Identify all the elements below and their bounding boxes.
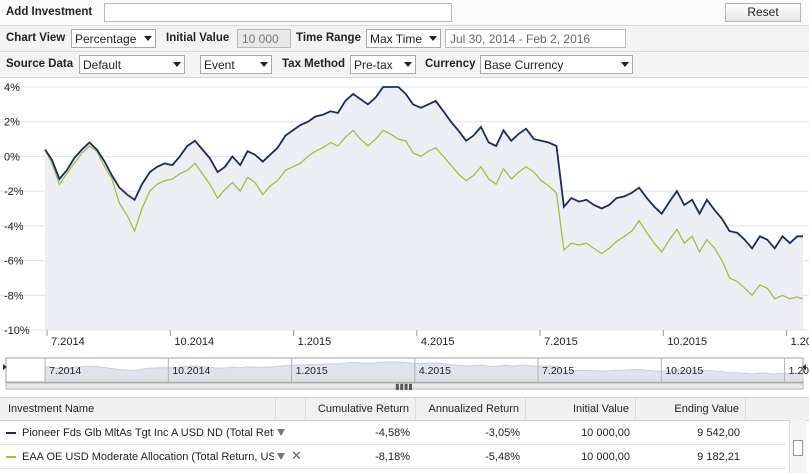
cumulative-return-cell: -8,18%	[375, 451, 410, 463]
navigator-label: 10.2015	[665, 365, 703, 377]
investment-name-cell: Pioneer Fds Glb MltAs Tgt Inc A USD ND (…	[22, 427, 274, 439]
series-line-pioneer	[44, 86, 803, 250]
source-data-select[interactable]: Default	[79, 55, 185, 74]
source-data-value: Default	[83, 58, 122, 72]
chart-view-select[interactable]: Percentage	[71, 29, 156, 48]
x-tick-label: 1.2016	[791, 336, 809, 348]
chart-view-label: Chart View	[6, 32, 66, 44]
chart-view-value: Percentage	[75, 32, 137, 46]
chevron-down-icon	[621, 62, 629, 67]
add-investment-label: Add Investment	[6, 6, 93, 18]
tax-method-label: Tax Method	[282, 58, 346, 70]
annualized-return-cell: -3,05%	[485, 427, 520, 439]
y-tick-label: -4%	[4, 221, 24, 233]
col-annualized-return[interactable]: Annualized Return	[416, 398, 526, 421]
close-icon[interactable]: ✕	[291, 448, 302, 463]
chevron-down-icon	[144, 36, 152, 41]
chevron-down-icon	[429, 36, 437, 41]
chevron-down-icon	[260, 62, 268, 67]
currency-select[interactable]: Base Currency	[480, 55, 633, 74]
initial-value-label: Initial Value	[166, 32, 230, 44]
chart-series-lines	[44, 86, 804, 300]
navigator-labels: 7.2014 10.2014 1.2015 4.2015 7.2015 10.2015 1.…	[44, 358, 809, 382]
chevron-down-icon	[173, 62, 181, 67]
investment-grid: Investment Name Cumulative Return Annual…	[0, 397, 809, 473]
scrollbar-thumb[interactable]	[793, 440, 803, 456]
grid-scrollbar[interactable]	[789, 420, 806, 473]
x-axis-ticks: 7.2014 10.2014 1.2015 4.2015 7.2015 10.2015 1.…	[46, 330, 809, 348]
triangle-down-icon[interactable]	[277, 429, 285, 436]
x-tick-label: 7.2014	[51, 336, 85, 348]
x-tick-label: 1.2015	[298, 336, 332, 348]
add-investment-input[interactable]	[104, 3, 452, 22]
cumulative-return-cell: -4,58%	[375, 427, 410, 439]
reset-button[interactable]: Reset	[725, 3, 801, 22]
navigator-area	[44, 361, 804, 381]
annualized-return-cell: -5,48%	[485, 451, 520, 463]
initial-value-input[interactable]: 10 000	[237, 29, 291, 48]
navigator-label: 1.2015	[296, 365, 328, 377]
navigator-label: 4.2015	[419, 365, 451, 377]
col-cumulative-return[interactable]: Cumulative Return	[306, 398, 416, 421]
data-options-bar: Source Data Default Event Tax Method Pre…	[0, 52, 809, 78]
time-range-value: Max Time	[370, 32, 423, 46]
source-data-label: Source Data	[6, 58, 74, 70]
chart-options-bar: Chart View Percentage Initial Value 10 0…	[0, 26, 809, 52]
investment-name-cell: EAA OE USD Moderate Allocation (Total Re…	[22, 451, 274, 463]
x-tick-label: 10.2014	[174, 336, 214, 348]
col-investment-name[interactable]: Investment Name	[0, 398, 276, 421]
tax-method-value: Pre-tax	[354, 58, 393, 72]
nav-left-handle-icon[interactable]	[3, 364, 7, 370]
event-select[interactable]: Event	[200, 55, 272, 74]
navigator-grip[interactable]: ▮▮▮▮	[395, 382, 413, 391]
initial-value-cell: 10 000,00	[581, 427, 630, 439]
y-tick-label: -2%	[4, 186, 24, 198]
navigator-label: 7.2015	[542, 365, 574, 377]
x-tick-label: 10.2015	[667, 336, 707, 348]
ending-value-cell: 9 542,00	[697, 427, 740, 439]
time-navigator[interactable]: 7.2014 10.2014 1.2015 4.2015 7.2015 10.2015 1.…	[0, 356, 809, 396]
y-axis-ticks: 4% 2% 0% -2% -4% -6% -8% -10%	[4, 82, 30, 337]
y-tick-label: 4%	[4, 82, 20, 94]
date-range-input[interactable]: Jul 30, 2014 - Feb 2, 2016	[445, 29, 626, 48]
y-tick-label: -6%	[4, 256, 24, 268]
series-color-swatch	[6, 432, 16, 434]
y-tick-label: -8%	[4, 290, 24, 302]
col-filler	[746, 398, 809, 421]
navigator-scrollbar[interactable]	[5, 382, 804, 390]
y-tick-label: 2%	[4, 117, 20, 129]
event-value: Event	[204, 58, 235, 72]
navigator-label: 7.2014	[49, 365, 81, 377]
table-row[interactable]: Pioneer Fds Glb MltAs Tgt Inc A USD ND (…	[0, 422, 786, 445]
table-row[interactable]: EAA OE USD Moderate Allocation (Total Re…	[0, 446, 786, 469]
col-actions	[276, 398, 306, 421]
triangle-down-icon[interactable]	[277, 453, 285, 460]
initial-value-cell: 10 000,00	[581, 451, 630, 463]
nav-right-handle-icon[interactable]	[802, 364, 806, 370]
x-tick-label: 4.2015	[421, 336, 455, 348]
time-range-select[interactable]: Max Time	[366, 29, 441, 48]
col-initial-value[interactable]: Initial Value	[526, 398, 636, 421]
y-tick-label: 0%	[4, 151, 20, 163]
performance-chart[interactable]: 4% 2% 0% -2% -4% -6% -8% -10% 7.2014 10.2014 1.20…	[0, 78, 809, 356]
add-investment-bar: Add Investment Reset	[0, 0, 809, 26]
series-line-moderate-allocation	[44, 129, 804, 300]
y-tick-label: -10%	[4, 325, 30, 337]
ending-value-cell: 9 182,21	[697, 451, 740, 463]
series-color-swatch	[6, 456, 16, 458]
currency-value: Base Currency	[484, 58, 564, 72]
x-tick-label: 7.2015	[544, 336, 578, 348]
col-ending-value[interactable]: Ending Value	[636, 398, 746, 421]
navigator-label: 10.2014	[172, 365, 210, 377]
tax-method-select[interactable]: Pre-tax	[350, 55, 416, 74]
area-fill	[45, 87, 803, 330]
time-range-label: Time Range	[296, 32, 361, 44]
currency-label: Currency	[425, 58, 476, 70]
chevron-down-icon	[404, 62, 412, 67]
